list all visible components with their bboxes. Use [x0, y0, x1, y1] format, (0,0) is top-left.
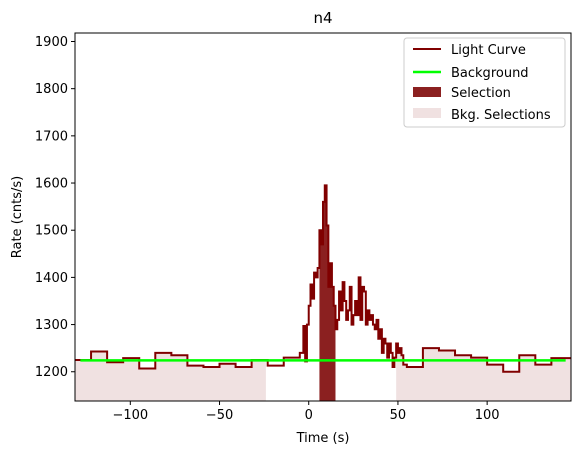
y-tick-label: 1600 — [35, 177, 68, 192]
y-tick-label: 1700 — [35, 129, 68, 144]
x-tick-label: 0 — [305, 408, 313, 423]
plot-area — [75, 184, 571, 401]
y-tick-label: 1800 — [35, 82, 68, 97]
y-tick-label: 1300 — [35, 318, 68, 333]
plot-frame — [74, 32, 572, 402]
x-tick-label: 50 — [390, 408, 407, 423]
legend: Light Curve Background Selection Bkg. Se… — [403, 37, 566, 128]
y-tick-label: 1500 — [35, 224, 68, 239]
legend-bkg-selections-label: Bkg. Selections — [451, 108, 551, 123]
y-tick-label: 1200 — [35, 365, 68, 380]
light-curve-line — [75, 184, 571, 373]
y-axis-label: Rate (cnts/s) — [10, 176, 25, 259]
x-tick-label: −50 — [206, 408, 233, 423]
x-tick-label: −100 — [112, 408, 148, 423]
bkg-selection-region-0 — [75, 351, 266, 401]
bkg-selection-region-1 — [396, 343, 571, 401]
x-axis-label: Time (s) — [296, 431, 350, 446]
legend-selection-label: Selection — [451, 86, 511, 101]
legend-selection-swatch — [413, 87, 441, 97]
chart-title: n4 — [313, 9, 332, 27]
legend-light-curve-label: Light Curve — [451, 43, 526, 58]
legend-box — [403, 37, 566, 128]
legend-bkg-selections-swatch — [413, 108, 441, 118]
y-tick-label: 1400 — [35, 271, 68, 286]
legend-background-label: Background — [451, 66, 529, 81]
y-tick-label: 1900 — [35, 35, 68, 50]
x-tick-label: 100 — [475, 408, 500, 423]
axis-ticks: −100 −50 0 50 100 1200 1300 1400 1500 1600 1700 180… — [35, 35, 500, 423]
